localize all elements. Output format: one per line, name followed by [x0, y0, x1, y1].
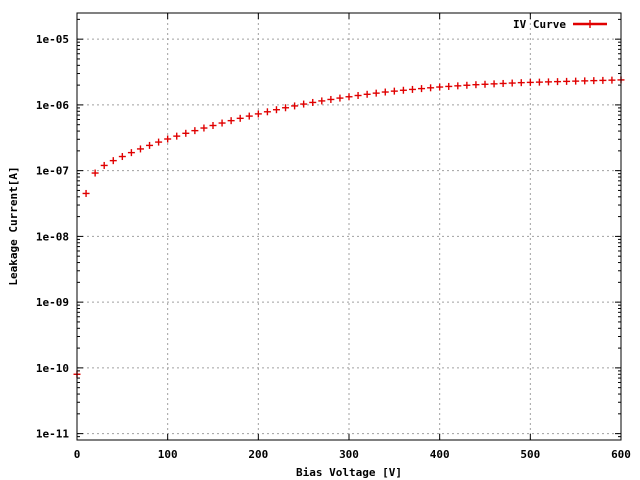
y-tick-label: 1e-06 — [36, 99, 69, 112]
data-point — [554, 78, 562, 86]
x-tick-label: 0 — [74, 448, 81, 461]
data-point — [399, 86, 407, 94]
plot-frame — [76, 12, 622, 441]
data-point — [91, 169, 99, 177]
data-point — [599, 76, 607, 84]
data-point — [472, 81, 480, 89]
data-point — [109, 157, 117, 165]
data-point — [263, 108, 271, 116]
data-point — [173, 132, 181, 140]
y-tick-label: 1e-08 — [36, 230, 69, 243]
data-point — [499, 79, 507, 87]
data-point — [354, 92, 362, 100]
legend-label: IV Curve — [513, 18, 566, 31]
y-tick-label: 1e-11 — [36, 428, 69, 441]
data-point — [155, 138, 163, 146]
y-tick-label: 1e-05 — [36, 33, 69, 46]
y-tick-label: 1e-09 — [36, 296, 69, 309]
data-point — [227, 117, 235, 125]
data-point — [535, 78, 543, 86]
data-point — [563, 77, 571, 85]
data-point — [209, 122, 217, 130]
data-point — [236, 114, 244, 122]
data-point — [372, 89, 380, 97]
data-point — [254, 110, 262, 118]
data-point — [136, 145, 144, 153]
data-point — [118, 153, 126, 161]
y-tick-label: 1e-07 — [36, 165, 69, 178]
grid — [77, 13, 621, 440]
x-tick-label: 600 — [611, 448, 631, 461]
data-point — [427, 84, 435, 92]
data-series — [73, 76, 625, 378]
data-point — [272, 106, 280, 114]
data-point — [436, 83, 444, 91]
data-point — [100, 161, 108, 169]
data-point — [291, 102, 299, 110]
data-point — [282, 104, 290, 112]
data-point — [445, 82, 453, 90]
data-point — [318, 97, 326, 105]
data-point — [590, 77, 598, 85]
data-point — [164, 135, 172, 143]
data-point — [336, 94, 344, 102]
data-point — [544, 78, 552, 86]
axis-ticks: 0 100 200 300 400 500 600 1e-11 1e-10 1e-09 1e-08 1… — [36, 13, 631, 461]
data-point — [200, 124, 208, 132]
data-point — [408, 85, 416, 93]
data-point — [517, 79, 525, 87]
data-point — [418, 85, 426, 93]
data-point — [182, 129, 190, 137]
x-tick-label: 500 — [520, 448, 540, 461]
data-point — [345, 93, 353, 101]
data-point — [309, 98, 317, 106]
x-tick-label: 300 — [339, 448, 359, 461]
data-point — [508, 79, 516, 87]
data-point — [218, 119, 226, 127]
legend: IV Curve — [513, 18, 607, 31]
data-point — [572, 77, 580, 85]
data-point — [363, 90, 371, 98]
data-point — [327, 95, 335, 103]
data-point — [381, 88, 389, 96]
data-point — [581, 77, 589, 85]
data-point — [481, 80, 489, 88]
data-point — [191, 127, 199, 135]
data-point — [608, 76, 616, 84]
data-point — [146, 141, 154, 149]
series-0 — [73, 76, 625, 378]
data-point — [463, 81, 471, 89]
x-tick-label: 400 — [430, 448, 450, 461]
data-point — [127, 149, 135, 157]
y-tick-label: 1e-10 — [36, 362, 69, 375]
data-point — [82, 189, 90, 197]
y-axis-title: Leakage Current[A] — [7, 166, 20, 285]
data-point — [454, 82, 462, 90]
data-point — [490, 80, 498, 88]
data-point — [390, 87, 398, 95]
x-tick-label: 200 — [248, 448, 268, 461]
data-point — [526, 78, 534, 86]
x-axis-title: Bias Voltage [V] — [296, 466, 402, 479]
data-point — [245, 112, 253, 120]
data-point — [300, 100, 308, 108]
x-tick-label: 100 — [158, 448, 178, 461]
